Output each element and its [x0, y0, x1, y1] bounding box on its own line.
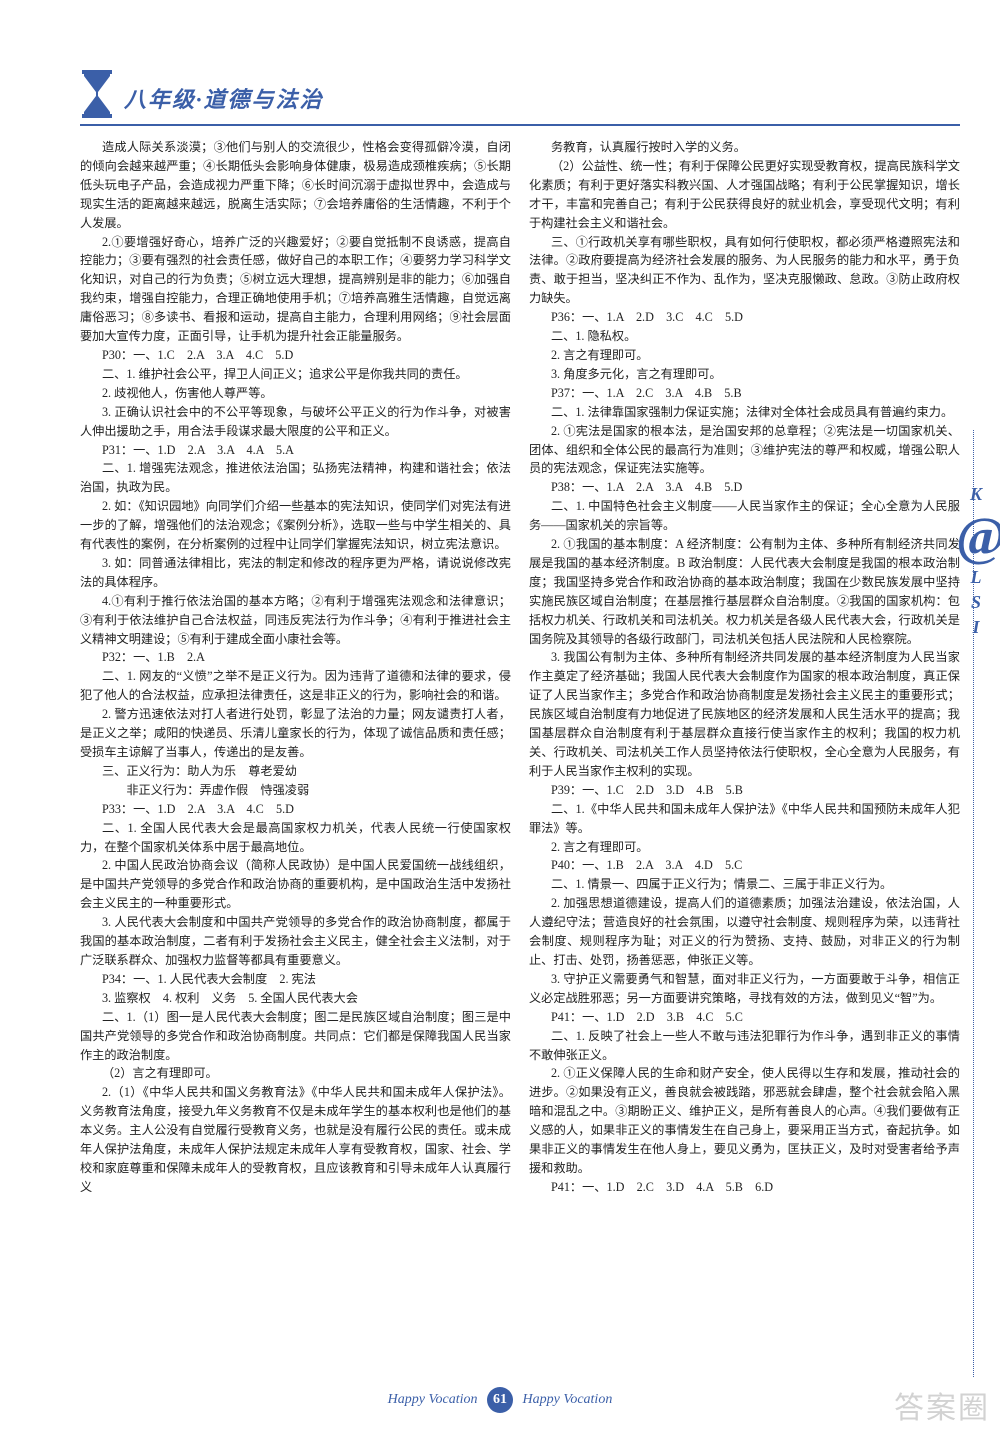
side-letter: S — [956, 592, 996, 613]
side-decoration: K @ L S I — [956, 480, 996, 642]
column-left: 造成人际关系淡漠；③他们与别人的交流很少，性格会变得孤僻冷漠，自闭的倾向会越来越… — [80, 138, 511, 1197]
body-paragraph: 二、1. 网友的“义愤”之举不是正义行为。因为违背了道德和法律的要求，侵犯了他人… — [80, 667, 511, 705]
body-paragraph: P38：一、1.A 2.A 3.A 4.B 5.D — [529, 478, 960, 497]
body-paragraph: P41：一、1.D 2.C 3.D 4.A 5.B 6.D — [529, 1178, 960, 1197]
column-right: 务教育，认真履行按时入学的义务。（2）公益性、统一性；有利于保障公民更好实现受教… — [529, 138, 960, 1197]
body-paragraph: 2. 言之有理即可。 — [529, 838, 960, 857]
body-paragraph: 二、1.（1）图一是人民代表大会制度；图二是民族区域自治制度；图三是中国共产党领… — [80, 1008, 511, 1065]
watermark-text: 答案圈 — [894, 1383, 990, 1427]
body-paragraph: 二、1. 中国特色社会主义制度——人民当家作主的保证；全心全意为人民服务——国家… — [529, 497, 960, 535]
body-paragraph: 3. 守护正义需要勇气和智慧，面对非正义行为，一方面要敢于斗争，相信正义必定战胜… — [529, 970, 960, 1008]
body-paragraph: 2.（1）《中华人民共和国义务教育法》《中华人民共和国未成年人保护法》。义务教育… — [80, 1083, 511, 1196]
side-letter: I — [956, 617, 996, 638]
body-paragraph: 3. 监察权 4. 权利 义务 5. 全国人民代表大会 — [80, 989, 511, 1008]
body-paragraph: P39：一、1.C 2.D 3.D 4.B 5.B — [529, 781, 960, 800]
body-paragraph: 2. ①正义保障人民的生命和财产安全，使人民得以生存和发展，推动社会的进步。②如… — [529, 1064, 960, 1177]
at-icon: @ — [956, 509, 996, 563]
body-paragraph: 3. 人民代表大会制度和中国共产党领导的多党合作的政治协商制度，都属于我国的基本… — [80, 913, 511, 970]
body-paragraph: 三、正义行为：助人为乐 尊老爱幼 — [80, 762, 511, 781]
body-paragraph: P36：一、1.A 2.D 3.C 4.C 5.D — [529, 308, 960, 327]
footer-word: Vocation — [429, 1392, 478, 1407]
page-number: 61 — [487, 1387, 513, 1413]
body-paragraph: （2）言之有理即可。 — [80, 1064, 511, 1083]
body-paragraph: 3. 如：同普通法律相比，宪法的制定和修改的程序更为严格，请说说修改宪法的具体程… — [80, 554, 511, 592]
body-paragraph: 3. 我国公有制为主体、多种所有制经济共同发展的基本经济制度为人民当家作主奠定了… — [529, 648, 960, 780]
body-paragraph: 2. 中国人民政治协商会议（简称人民政协）是中国人民爱国统一战线组织，是中国共产… — [80, 856, 511, 913]
body-paragraph: 造成人际关系淡漠；③他们与别人的交流很少，性格会变得孤僻冷漠，自闭的倾向会越来越… — [80, 138, 511, 233]
body-paragraph: 2. ①宪法是国家的根本法，是治国安邦的总章程；②宪法是一切国家机关、团体、组织… — [529, 422, 960, 479]
body-paragraph: 2. 如：《知识园地》向同学们介绍一些基本的宪法知识，使同学们对宪法有进一步的了… — [80, 497, 511, 554]
body-paragraph: P30：一、1.C 2.A 3.A 4.C 5.D — [80, 346, 511, 365]
body-paragraph: 4.①有利于推行依法治国的基本方略；②有利于增强宪法观念和法律意识；③有利于依法… — [80, 592, 511, 649]
body-paragraph: 2. ①我国的基本制度：A 经济制度：公有制为主体、多种所有制经济共同发展是我国… — [529, 535, 960, 648]
content-columns: 造成人际关系淡漠；③他们与别人的交流很少，性格会变得孤僻冷漠，自闭的倾向会越来越… — [80, 138, 960, 1197]
footer-word: Vocation — [563, 1392, 612, 1407]
body-paragraph: 二、1. 反映了社会上一些人不敢与违法犯罪行为作斗争，遇到非正义的事情不敢伸张正… — [529, 1027, 960, 1065]
body-paragraph: P33：一、1.D 2.A 3.A 4.C 5.D — [80, 800, 511, 819]
page-footer: Happy Vocation 61 Happy Vocation — [0, 1387, 1000, 1413]
side-letter: L — [956, 567, 996, 588]
body-paragraph: 3. 正确认识社会中的不公平等现象，与破坏公平正义的行为作斗争，对被害人伸出援助… — [80, 403, 511, 441]
body-paragraph: P31：一、1.D 2.A 3.A 4.A 5.A — [80, 441, 511, 460]
body-paragraph: 2. 歧视他人，伤害他人尊严等。 — [80, 384, 511, 403]
body-paragraph: P37：一、1.A 2.C 3.A 4.B 5.B — [529, 384, 960, 403]
body-paragraph: 3. 角度多元化，言之有理即可。 — [529, 365, 960, 384]
body-paragraph: 务教育，认真履行按时入学的义务。 — [529, 138, 960, 157]
body-paragraph: 二、1.《中华人民共和国未成年人保护法》《中华人民共和国预防未成年人犯罪法》等。 — [529, 800, 960, 838]
page-root: 八年级·道德与法治 造成人际关系淡漠；③他们与别人的交流很少，性格会变得孤僻冷漠… — [0, 0, 1000, 1227]
body-paragraph: 2. 加强思想道德建设，提高人们的道德素质；加强法治建设，依法治国，人人遵纪守法… — [529, 894, 960, 970]
body-paragraph: P32：一、1.B 2.A — [80, 648, 511, 667]
side-letter: K — [956, 484, 996, 505]
body-paragraph: 二、1. 全国人民代表大会是最高国家权力机关，代表人民统一行使国家权力，在整个国… — [80, 819, 511, 857]
body-paragraph: 三、①行政机关享有哪些职权，具有如何行使职权，都必须严格遵照宪法和法律。②政府要… — [529, 233, 960, 309]
body-paragraph: P40：一、1.B 2.A 3.A 4.D 5.C — [529, 856, 960, 875]
footer-word: Happy — [388, 1392, 425, 1407]
body-paragraph: 二、1. 维护社会公平，捍卫人间正义；追求公平是你我共同的责任。 — [80, 365, 511, 384]
body-paragraph: P34：一、1. 人民代表大会制度 2. 宪法 — [80, 970, 511, 989]
footer-word: Happy — [523, 1392, 560, 1407]
page-title: 八年级·道德与法治 — [124, 82, 324, 118]
page-header: 八年级·道德与法治 — [80, 70, 960, 126]
body-paragraph: 非正义行为：弄虚作假 恃强凌弱 — [80, 781, 511, 800]
body-paragraph: （2）公益性、统一性；有利于保障公民更好实现受教育权，提高民族科学文化素质；有利… — [529, 157, 960, 233]
body-paragraph: 二、1. 增强宪法观念，推进依法治国；弘扬宪法精神，构建和谐社会；依法治国，执政… — [80, 459, 511, 497]
body-paragraph: 2. 警方迅速依法对打人者进行处罚，彰显了法治的力量；网友谴责打人者，是正义之举… — [80, 705, 511, 762]
body-paragraph: 二、1. 法律靠国家强制力保证实施；法律对全体社会成员具有普遍约束力。 — [529, 403, 960, 422]
body-paragraph: 二、1. 隐私权。 — [529, 327, 960, 346]
hourglass-icon — [80, 70, 114, 118]
body-paragraph: 2.①要增强好奇心，培养广泛的兴趣爱好；②要自觉抵制不良诱惑，提高自控能力；③要… — [80, 233, 511, 346]
body-paragraph: 2. 言之有理即可。 — [529, 346, 960, 365]
body-paragraph: P41：一、1.D 2.D 3.B 4.C 5.C — [529, 1008, 960, 1027]
body-paragraph: 二、1. 情景一、四属于正义行为；情景二、三属于非正义行为。 — [529, 875, 960, 894]
